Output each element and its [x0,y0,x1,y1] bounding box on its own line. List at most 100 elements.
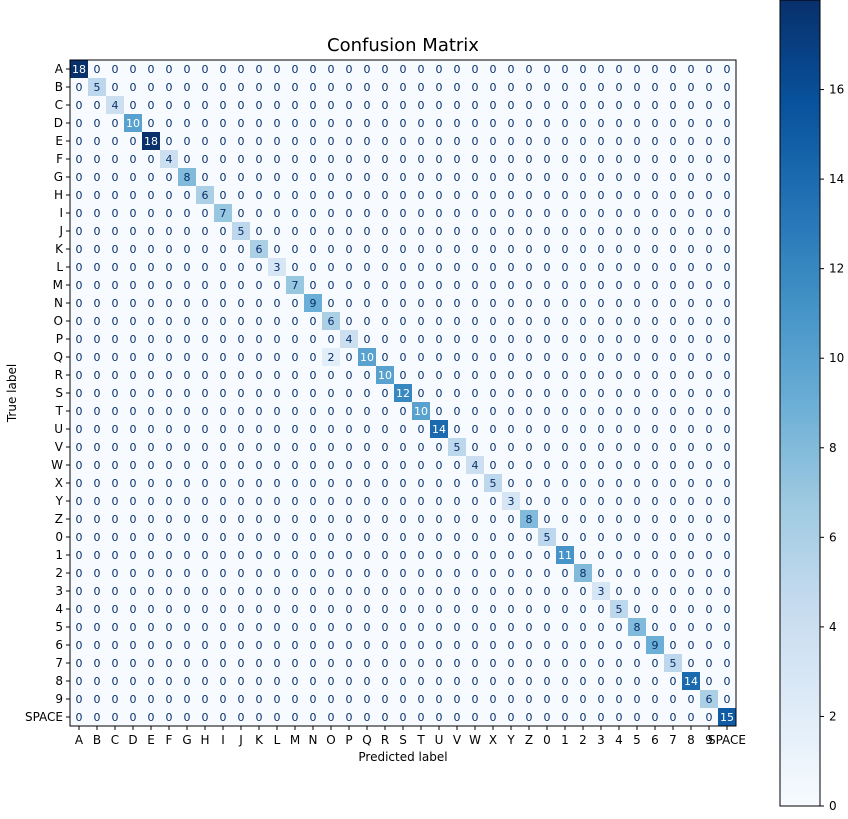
cell-value: 0 [400,405,407,418]
cell-value: 0 [472,603,479,616]
cell-value: 0 [274,135,281,148]
heatmap-cell [502,222,520,240]
cell-value: 0 [472,153,479,166]
cell-value: 0 [328,657,335,670]
heatmap-cell [448,186,466,204]
cell-value: 0 [436,207,443,220]
cell-value: 0 [274,603,281,616]
cell-value: 6 [202,189,209,202]
cell-value: 0 [292,99,299,112]
heatmap-cell [70,366,88,384]
cell-value: 0 [544,117,551,130]
cell-value: 0 [382,135,389,148]
cell-value: 0 [706,495,713,508]
heatmap-cell [538,132,556,150]
cell-value: 0 [688,531,695,544]
cell-value: 0 [544,693,551,706]
heatmap-cell [232,78,250,96]
x-tick-label: A [75,733,84,747]
cell-value: 0 [76,279,83,292]
heatmap-cell [196,276,214,294]
y-tick-label: K [55,242,64,256]
cell-value: 0 [202,279,209,292]
cell-value: 0 [76,333,83,346]
cell-value: 0 [112,459,119,472]
cell-value: 0 [364,81,371,94]
heatmap-cell [574,420,592,438]
heatmap-cell [214,168,232,186]
heatmap-cell [340,420,358,438]
cell-value: 0 [472,279,479,292]
cell-value: 0 [382,711,389,724]
cell-value: 0 [328,405,335,418]
cell-value: 0 [472,549,479,562]
cell-value: 0 [274,531,281,544]
heatmap-cell [340,204,358,222]
cell-value: 0 [76,621,83,634]
heatmap-cell [448,150,466,168]
cell-value: 0 [562,207,569,220]
heatmap-cell [376,60,394,78]
cell-value: 0 [238,459,245,472]
cell-value: 0 [472,477,479,490]
cell-value: 0 [634,711,641,724]
heatmap-cell [574,168,592,186]
cell-value: 0 [652,117,659,130]
cell-value: 0 [382,531,389,544]
cell-value: 0 [238,261,245,274]
cell-value: 0 [634,99,641,112]
heatmap-cell [538,186,556,204]
cell-value: 0 [310,135,317,148]
cell-value: 0 [202,459,209,472]
cell-value: 0 [238,207,245,220]
heatmap-cell [682,330,700,348]
cell-value: 0 [328,225,335,238]
heatmap-cell [232,402,250,420]
cell-value: 0 [598,315,605,328]
cell-value: 0 [76,369,83,382]
heatmap-cell [682,276,700,294]
cell-value: 8 [526,513,533,526]
y-tick-label: M [53,278,63,292]
cell-value: 0 [220,567,227,580]
cell-value: 0 [148,297,155,310]
cell-value: 0 [472,261,479,274]
cell-value: 0 [724,297,731,310]
cell-value: 0 [148,189,155,202]
cell-value: 0 [472,63,479,76]
cell-value: 0 [238,63,245,76]
heatmap-cell [304,60,322,78]
heatmap-cell [124,456,142,474]
cell-value: 0 [328,639,335,652]
heatmap-cell [412,78,430,96]
cell-value: 0 [382,657,389,670]
heatmap-cell [214,150,232,168]
heatmap-cell [502,168,520,186]
cell-value: 0 [472,585,479,598]
heatmap-cell [538,60,556,78]
heatmap-cell [556,222,574,240]
cell-value: 0 [76,315,83,328]
cell-value: 0 [166,315,173,328]
cell-value: 0 [418,135,425,148]
heatmap-cell [142,150,160,168]
heatmap-cell [394,222,412,240]
heatmap-cell [448,384,466,402]
heatmap-cell [322,312,340,330]
heatmap-cell [178,114,196,132]
heatmap-cell [268,348,286,366]
cell-value: 0 [724,621,731,634]
cell-value: 0 [76,297,83,310]
cell-value: 0 [202,153,209,166]
heatmap-cell [412,348,430,366]
heatmap-cell [106,132,124,150]
cell-value: 0 [76,117,83,130]
cell-value: 0 [670,297,677,310]
cell-value: 0 [634,333,641,346]
cell-value: 0 [400,477,407,490]
cell-value: 0 [436,297,443,310]
cell-value: 0 [184,99,191,112]
heatmap-cell [376,204,394,222]
cell-value: 0 [220,135,227,148]
heatmap-cell [592,384,610,402]
